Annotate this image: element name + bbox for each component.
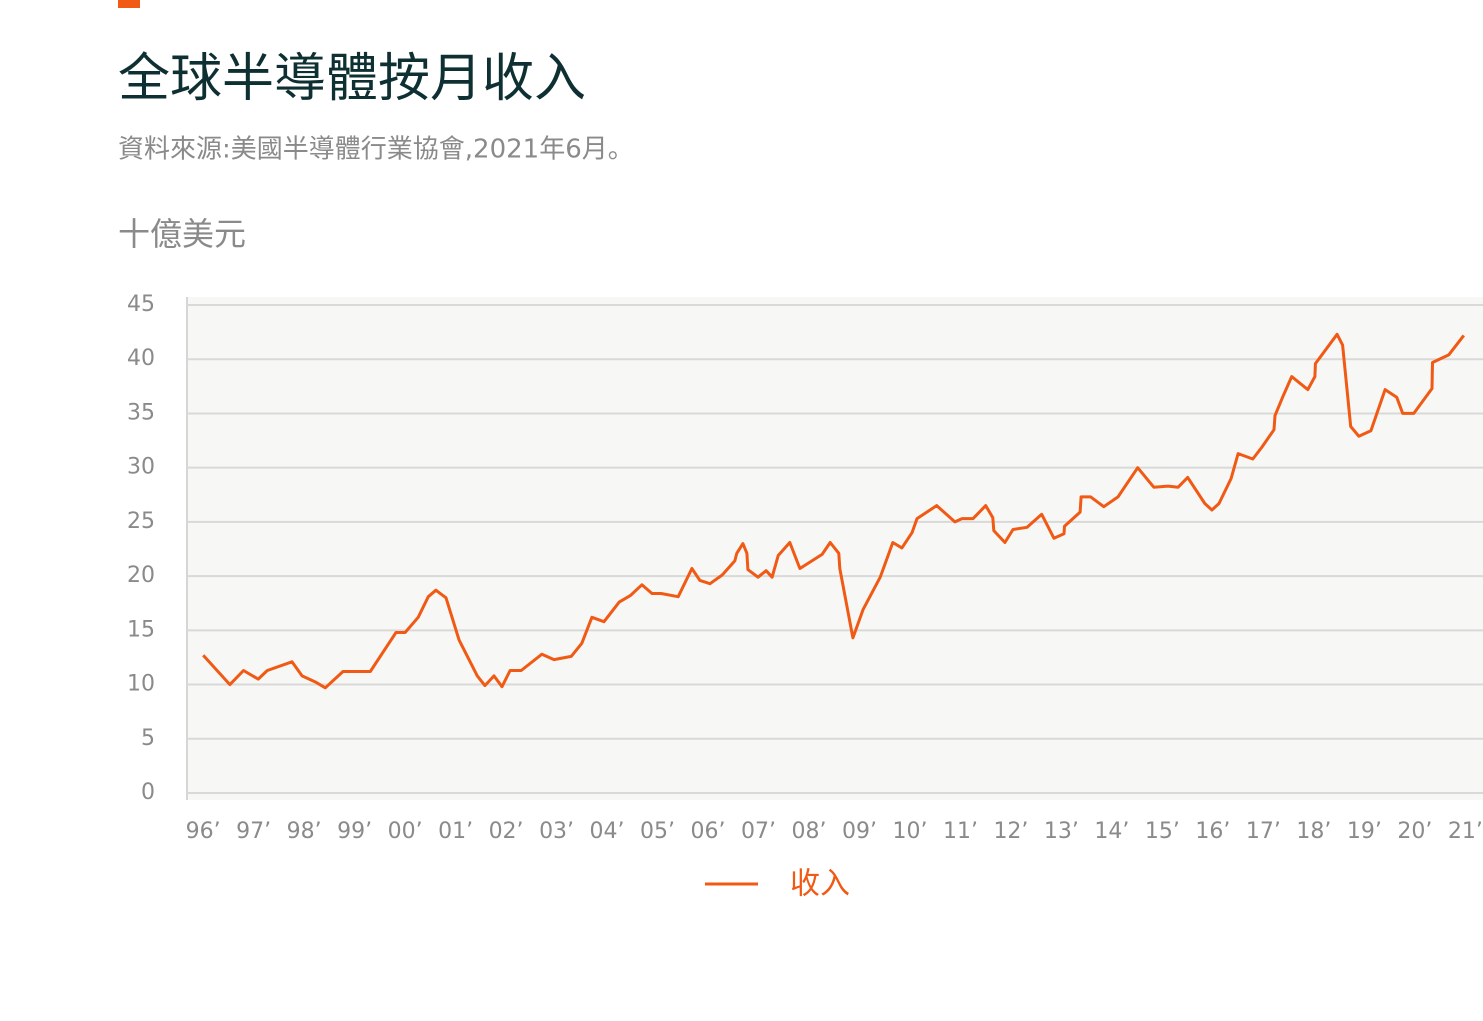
- x-tick-label: 08’: [791, 819, 826, 844]
- x-tick-label: 07’: [741, 819, 776, 844]
- x-tick-label: 19’: [1347, 819, 1382, 844]
- x-tick-label: 98’: [287, 819, 322, 844]
- x-tick-label: 20’: [1397, 819, 1432, 844]
- legend-label: 收入: [790, 867, 850, 902]
- x-tick-label: 00’: [388, 819, 423, 844]
- x-tick-label: 05’: [640, 819, 675, 844]
- y-tick-label: 0: [141, 780, 155, 805]
- chart-subtitle: 資料來源:美國半導體行業協會,2021年6月。: [118, 135, 634, 165]
- chart-title: 全球半導體按月收入: [118, 49, 586, 109]
- x-tick-label: 01’: [438, 819, 473, 844]
- data-line: [202, 332, 1465, 690]
- x-tick-label: 12’: [993, 819, 1028, 844]
- y-tick-label: 10: [127, 672, 155, 697]
- x-tick-label: 96’: [186, 819, 221, 844]
- x-tick-label: 21’: [1448, 819, 1483, 844]
- y-tick-label: 25: [127, 509, 155, 534]
- y-tick-label: 40: [127, 346, 155, 371]
- x-tick-label: 11’: [943, 819, 978, 844]
- y-tick-label: 20: [127, 563, 155, 588]
- y-tick-label: 15: [127, 617, 155, 642]
- y-tick-label: 45: [127, 292, 155, 317]
- x-tick-label: 04’: [590, 819, 625, 844]
- x-tick-label: 06’: [691, 819, 726, 844]
- x-tick-label: 97’: [236, 819, 271, 844]
- y-tick-label: 35: [127, 400, 155, 425]
- accent-mark: [118, 0, 140, 8]
- x-tick-label: 09’: [842, 819, 877, 844]
- x-tick-label: 14’: [1094, 819, 1129, 844]
- x-tick-label: 18’: [1296, 819, 1331, 844]
- y-axis-label: 十億美元: [118, 215, 246, 253]
- x-tick-label: 17’: [1246, 819, 1281, 844]
- x-tick-label: 10’: [892, 819, 927, 844]
- y-tick-label: 30: [127, 455, 155, 480]
- x-tick-label: 15’: [1145, 819, 1180, 844]
- x-tick-label: 99’: [337, 819, 372, 844]
- x-tick-label: 03’: [539, 819, 574, 844]
- x-tick-label: 02’: [489, 819, 524, 844]
- x-tick-label: 13’: [1044, 819, 1079, 844]
- y-tick-label: 5: [141, 726, 155, 751]
- x-tick-label: 16’: [1195, 819, 1230, 844]
